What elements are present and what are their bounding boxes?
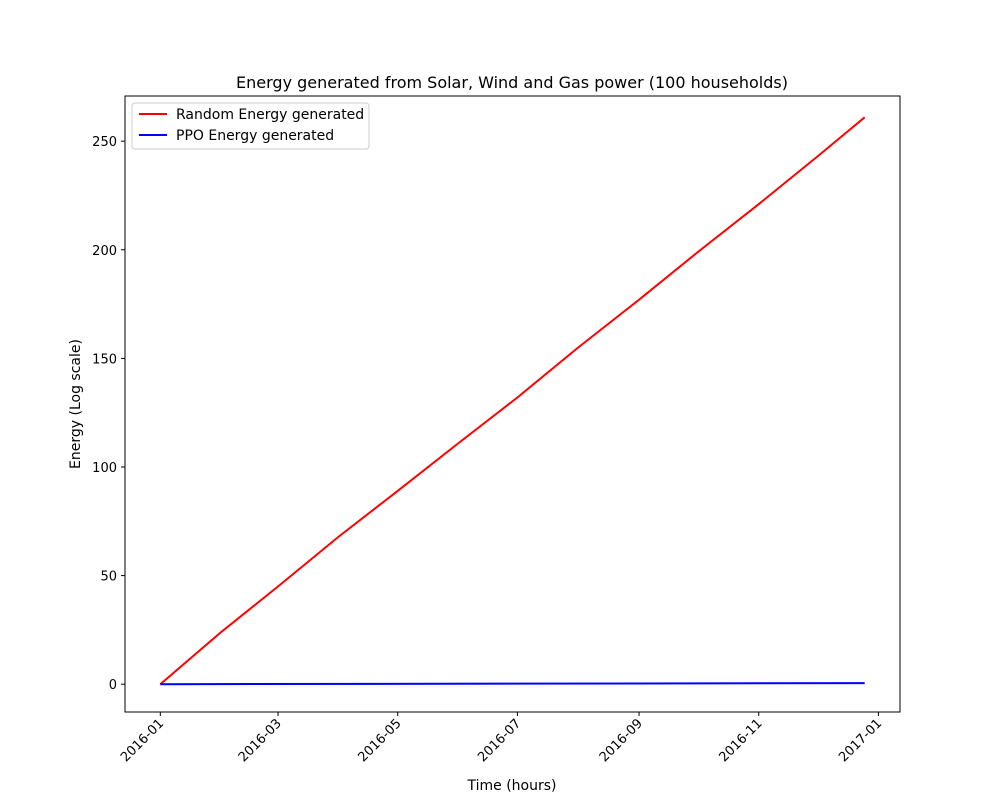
y-tick-label: 100 [92, 461, 117, 476]
legend-label-ppo: PPO Energy generated [176, 128, 334, 144]
legend-label-random: Random Energy generated [176, 107, 364, 123]
y-tick-label: 250 [92, 135, 117, 150]
series-line-random [159, 116, 866, 685]
y-axis-ticks: 0 50 100 150 200 250 [92, 135, 125, 693]
x-tick-label: 2017-01 [836, 716, 885, 765]
y-tick-label: 50 [100, 570, 117, 585]
x-axis-label: Time (hours) [467, 778, 557, 794]
x-tick-label: 2016-05 [356, 716, 405, 765]
series-lines [159, 116, 866, 686]
x-tick-label: 2016-01 [118, 716, 167, 765]
chart-title: Energy generated from Solar, Wind and Ga… [236, 73, 788, 92]
series-line-ppo [160, 682, 865, 686]
x-axis-ticks: 2016-01 2016-03 2016-05 2016-07 2016-09 2016-… [118, 712, 885, 765]
x-tick-label: 2016-11 [717, 716, 766, 765]
legend-box [131, 102, 370, 150]
legend: Random Energy generated PPO Energy gener… [131, 102, 370, 150]
y-tick-label: 200 [92, 244, 117, 259]
x-tick-label: 2016-03 [236, 716, 285, 765]
x-tick-label: 2016-09 [597, 716, 646, 765]
x-tick-label: 2016-07 [475, 716, 524, 765]
plot-frame [124, 95, 901, 713]
y-tick-label: 150 [92, 352, 117, 367]
y-tick-label: 0 [109, 678, 117, 693]
y-axis-label: Energy (Log scale) [68, 339, 84, 469]
